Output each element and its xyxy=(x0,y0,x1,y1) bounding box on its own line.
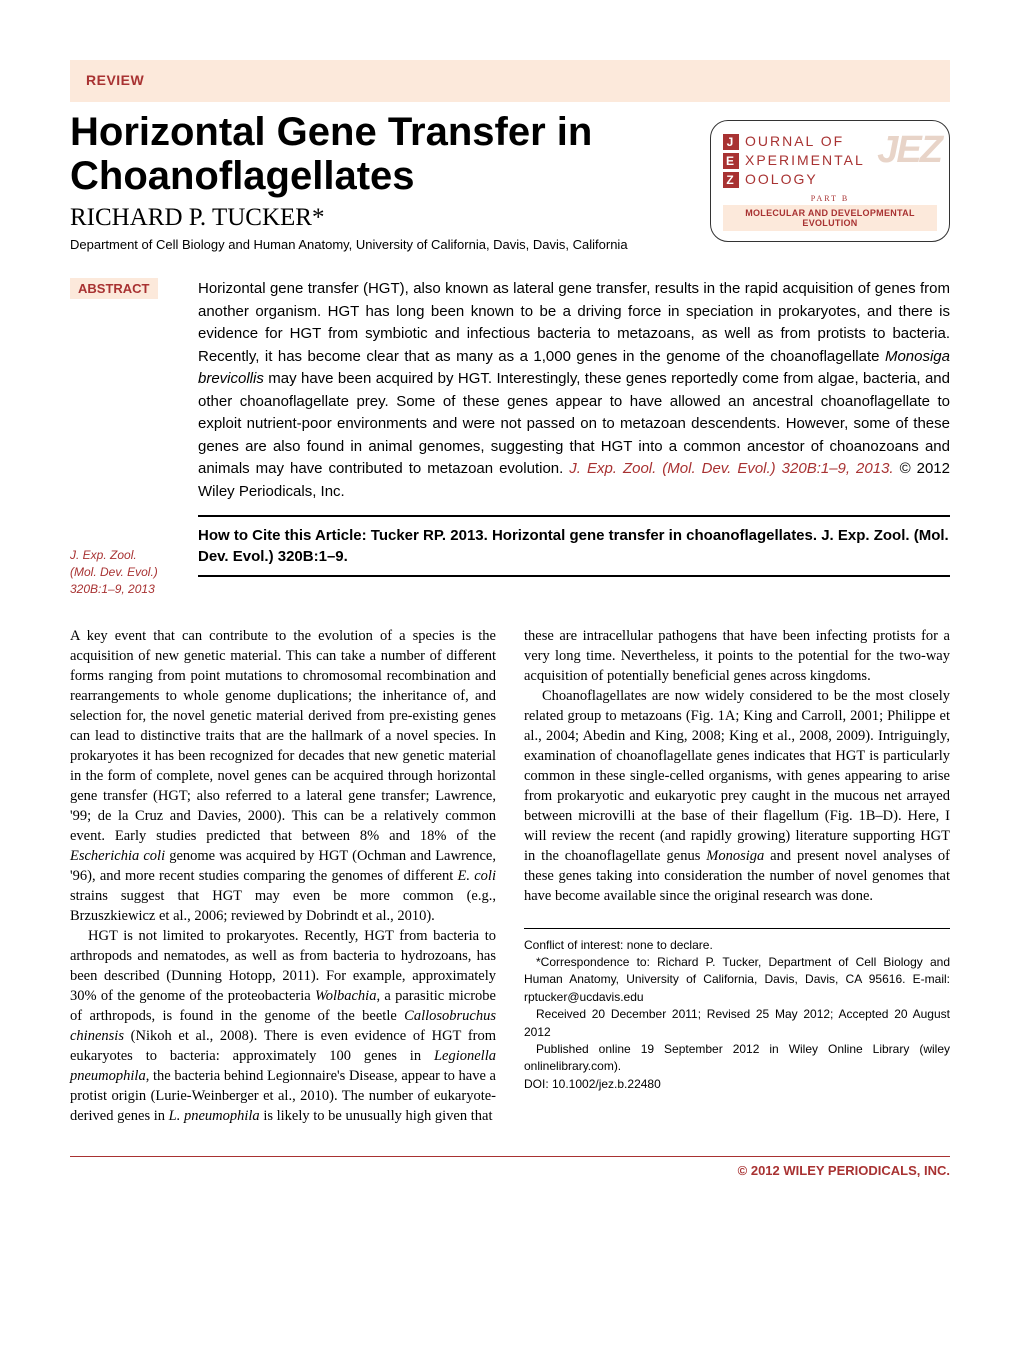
abstract-block: ABSTRACT J. Exp. Zool. (Mol. Dev. Evol.)… xyxy=(70,278,950,597)
footnote-rule xyxy=(524,928,950,929)
abstract-left-col: ABSTRACT J. Exp. Zool. (Mol. Dev. Evol.)… xyxy=(70,278,180,597)
article-title: Horizontal Gene Transfer in Choanoflagel… xyxy=(70,110,710,198)
body-p2: HGT is not limited to prokaryotes. Recen… xyxy=(70,926,496,1126)
logo-line-j: J OURNAL OF xyxy=(723,133,937,150)
logo-subtitle: MOLECULAR AND DEVELOPMENTAL EVOLUTION xyxy=(723,205,937,231)
footnote-doi: DOI: 10.1002/jez.b.22480 xyxy=(524,1076,950,1093)
logo-word-j: OURNAL OF xyxy=(745,133,844,149)
logo-letter-e: E xyxy=(723,153,739,169)
title-block: Horizontal Gene Transfer in Choanoflagel… xyxy=(70,110,710,254)
footnote-published: Published online 19 September 2012 in Wi… xyxy=(524,1041,950,1076)
footnotes: Conflict of interest: none to declare. *… xyxy=(524,937,950,1094)
body-p1: A key event that can contribute to the e… xyxy=(70,626,496,926)
abstract-citation: J. Exp. Zool. (Mol. Dev. Evol.) 320B:1–9… xyxy=(569,460,893,477)
author-affiliation: Department of Cell Biology and Human Ana… xyxy=(70,236,710,254)
logo-word-z: OOLOGY xyxy=(745,171,818,187)
journal-ref-2: (Mol. Dev. Evol.) xyxy=(70,565,158,579)
page-footer: © 2012 WILEY PERIODICALS, INC. xyxy=(70,1156,950,1178)
abstract-pre: Horizontal gene transfer (HGT), also kno… xyxy=(198,280,950,365)
left-column: A key event that can contribute to the e… xyxy=(70,626,496,1126)
logo-line-e: E XPERIMENTAL xyxy=(723,152,937,169)
review-banner: REVIEW xyxy=(70,60,950,102)
logo-word-e: XPERIMENTAL xyxy=(745,152,865,168)
journal-ref-1: J. Exp. Zool. xyxy=(70,548,137,562)
review-label: REVIEW xyxy=(86,72,144,88)
body-r-p2: Choanoflagellates are now widely conside… xyxy=(524,686,950,906)
footnote-correspondence: *Correspondence to: Richard P. Tucker, D… xyxy=(524,954,950,1006)
footnote-received: Received 20 December 2011; Revised 25 Ma… xyxy=(524,1006,950,1041)
abstract-text: Horizontal gene transfer (HGT), also kno… xyxy=(198,278,950,503)
author-name: RICHARD P. TUCKER* xyxy=(70,204,710,232)
journal-logo: JEZ J OURNAL OF E XPERIMENTAL Z OOLOGY PART… xyxy=(710,120,950,242)
abstract-right-col: Horizontal gene transfer (HGT), also kno… xyxy=(180,278,950,597)
body-columns: A key event that can contribute to the e… xyxy=(70,626,950,1126)
logo-letter-j: J xyxy=(723,134,739,150)
how-to-cite: How to Cite this Article: Tucker RP. 201… xyxy=(198,515,950,577)
journal-reference: J. Exp. Zool. (Mol. Dev. Evol.) 320B:1–9… xyxy=(70,547,180,597)
footnote-conflict: Conflict of interest: none to declare. xyxy=(524,937,950,954)
right-column: these are intracellular pathogens that h… xyxy=(524,626,950,1126)
logo-letter-z: Z xyxy=(723,172,739,188)
logo-line-z: Z OOLOGY xyxy=(723,171,937,188)
logo-part: PART B xyxy=(723,194,937,203)
journal-ref-3: 320B:1–9, 2013 xyxy=(70,582,155,596)
abstract-label: ABSTRACT xyxy=(70,278,158,299)
header-row: Horizontal Gene Transfer in Choanoflagel… xyxy=(70,110,950,254)
body-r-p1: these are intracellular pathogens that h… xyxy=(524,626,950,686)
